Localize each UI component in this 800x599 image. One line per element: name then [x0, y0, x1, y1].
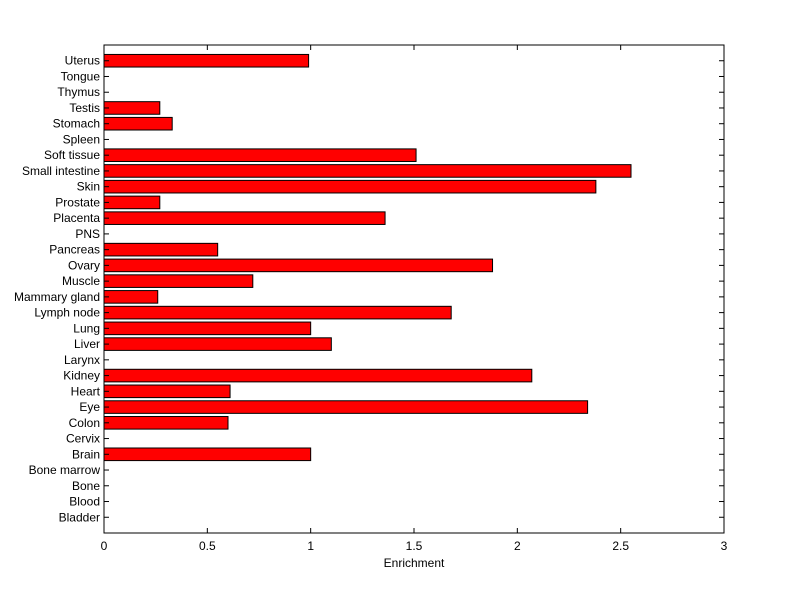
- x-tick-label: 2.5: [612, 539, 629, 553]
- y-tick-label: Prostate: [55, 195, 100, 209]
- y-tick-label: Uterus: [65, 54, 100, 68]
- x-tick-label: 0: [101, 539, 108, 553]
- x-axis: 0 0.5 1 1.5 2 2.5 3: [101, 45, 728, 553]
- y-tick-label: Blood: [69, 495, 100, 509]
- y-tick-label: Spleen: [63, 132, 100, 146]
- bar-uterus: [103, 53, 310, 68]
- y-tick-label: Bone: [72, 479, 100, 493]
- bar-kidney: [103, 368, 533, 383]
- y-tick-label: Brain: [72, 447, 100, 461]
- y-tick-label: Liver: [74, 337, 100, 351]
- y-tick-label: Lung: [73, 321, 100, 335]
- bar-brain: [103, 447, 312, 462]
- bar-lung: [103, 321, 312, 336]
- y-tick-label: Bone marrow: [29, 463, 101, 477]
- bar-placenta: [103, 211, 386, 225]
- bar-muscle: [103, 274, 254, 288]
- y-tick-label: Stomach: [53, 117, 100, 131]
- bar-testis: [103, 101, 161, 115]
- y-tick-label: Soft tissue: [44, 148, 100, 162]
- bars-group: [103, 53, 632, 462]
- y-tick-label: Tongue: [61, 69, 101, 83]
- y-tick-label: Eye: [79, 400, 100, 414]
- bar-heart: [103, 384, 231, 399]
- y-tick-label: Muscle: [62, 274, 100, 288]
- x-tick-label: 1.5: [406, 539, 423, 553]
- y-tick-label: Colon: [69, 416, 100, 430]
- y-tick-label: PNS: [75, 227, 100, 241]
- bar-colon: [103, 416, 229, 430]
- y-tick-label: Kidney: [63, 369, 100, 383]
- bar-skin: [103, 179, 597, 194]
- bar-prostate: [103, 195, 161, 210]
- bar-lymph-node: [103, 305, 452, 320]
- x-tick-label: 1: [307, 539, 314, 553]
- y-tick-label: Ovary: [68, 258, 100, 272]
- bar-liver: [103, 337, 332, 351]
- y-tick-label: Cervix: [66, 432, 100, 446]
- x-tick-label: 0.5: [199, 539, 216, 553]
- x-tick-label: 3: [721, 539, 728, 553]
- y-tick-label: Thymus: [57, 85, 100, 99]
- x-axis-title: Enrichment: [384, 556, 445, 570]
- y-tick-label: Testis: [69, 101, 100, 115]
- y-tick-label: Bladder: [59, 510, 100, 524]
- y-tick-label: Skin: [77, 180, 100, 194]
- bar-mammary-gland: [103, 290, 159, 304]
- y-tick-label: Placenta: [53, 211, 100, 225]
- y-tick-label: Heart: [71, 384, 101, 398]
- bar-eye: [103, 400, 589, 414]
- y-tick-label: Lymph node: [34, 306, 100, 320]
- x-tick-label: 2: [514, 539, 521, 553]
- y-tick-label: Small intestine: [22, 164, 100, 178]
- bar-stomach: [103, 116, 173, 131]
- bar-pancreas: [103, 242, 219, 257]
- bar-soft-tissue: [103, 148, 417, 162]
- bar-small-intestine: [103, 164, 632, 178]
- y-tick-label: Larynx: [64, 353, 100, 367]
- y-tick-label: Mammary gland: [14, 290, 100, 304]
- y-tick-label: Pancreas: [49, 243, 100, 257]
- bar-ovary: [103, 258, 494, 273]
